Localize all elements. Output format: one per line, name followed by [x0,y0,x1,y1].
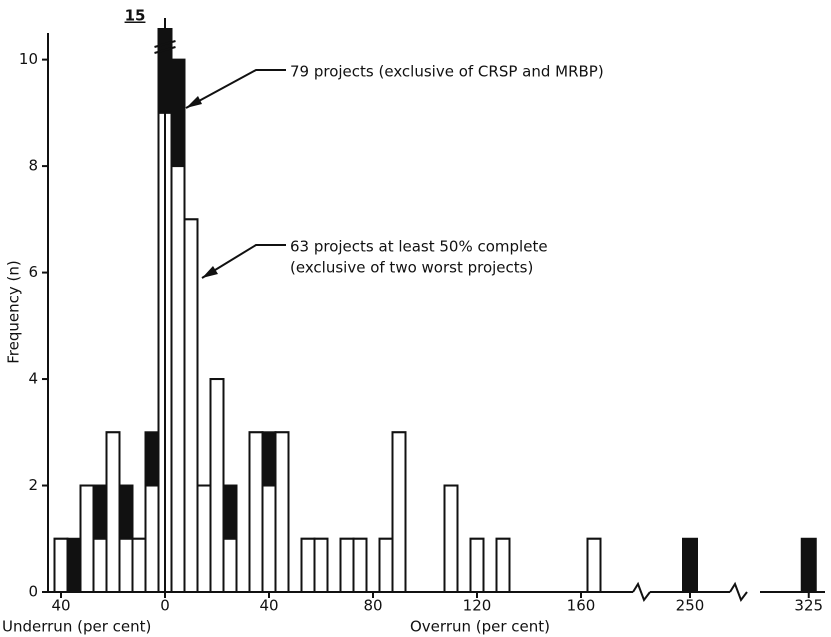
bar [170,165,186,593]
x-tick-label: 40 [259,597,278,615]
plot-area [53,28,817,594]
y-axis-label: Frequency (n) [5,260,23,363]
x-tick-label: 160 [567,597,596,615]
x-tick-label: 80 [363,597,382,615]
bar-break [154,40,176,54]
y-tick-label: 2 [28,476,38,494]
axis-break [632,581,651,603]
bar [586,537,602,593]
x-tick-label: 325 [794,597,823,615]
bar [53,537,69,593]
bar [183,218,199,593]
bar [339,537,355,593]
bar [391,431,407,593]
bar [274,431,290,593]
outlier-bar [800,537,817,593]
arrow-head [202,266,218,278]
bar [300,537,316,593]
bar [79,484,95,593]
annotation: (exclusive of two worst projects) [290,259,533,277]
y-tick-label: 10 [19,50,38,68]
bar [443,484,459,593]
y-tick-label: 4 [28,370,38,388]
x-axis-label: Underrun (per cent) [2,618,151,636]
annotation: 63 projects at least 50% complete [290,238,548,256]
x-tick-label: 250 [676,597,705,615]
bar-label: 15 [125,7,146,25]
bar [378,537,394,593]
bar [66,537,82,593]
bar [248,431,264,593]
bar [105,431,121,593]
x-axis-label: Overrun (per cent) [410,618,550,636]
bar [222,537,238,593]
bar [352,537,368,593]
bar [92,537,108,593]
bar [209,378,225,593]
bar [469,537,485,593]
bar [313,537,329,593]
bar [144,484,160,593]
bar [131,537,147,593]
bar [118,537,134,593]
annotation-arrow [201,244,286,279]
x-tick-label: 0 [160,597,170,615]
x-tick-label: 40 [51,597,70,615]
y-tick-label: 6 [28,263,38,281]
bar [196,484,212,593]
y-tick-label: 8 [28,157,38,175]
annotation: 79 projects (exclusive of CRSP and MRBP) [290,63,604,81]
bar [495,537,511,593]
arrow-head [186,96,202,108]
annotation-arrow [185,69,286,109]
outlier-bar [682,537,698,593]
axis-break [729,581,748,603]
bar [261,484,277,593]
x-tick-label: 120 [463,597,492,615]
y-tick-label: 0 [28,583,38,601]
